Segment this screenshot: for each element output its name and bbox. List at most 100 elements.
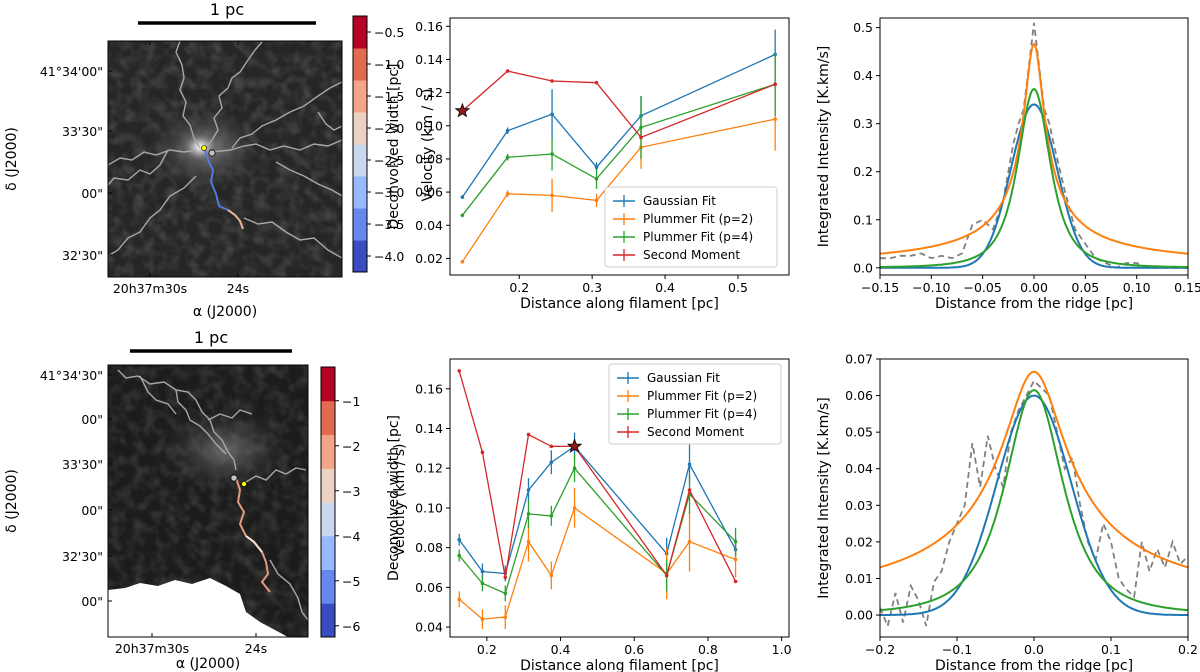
colorbar-segment [321,434,335,469]
y-tick-label: 0.04 [845,461,873,476]
legend-label: Gaussian Fit [647,371,720,385]
colorbar-segment [321,603,335,638]
fit-curve [880,394,1188,616]
map-xlabel: α (J2000) [193,304,257,320]
x-tick-label: 0.0 [1024,642,1044,657]
map-frame [107,40,343,278]
map-ylabel: δ (J2000) [4,127,20,191]
data-point [639,125,643,130]
data-point [549,460,554,465]
colorbar-segment [353,240,367,273]
x-axis-label: Distance along filament [pc] [520,658,719,672]
grey-marker [230,474,238,482]
ra-tick: 24s [227,281,249,296]
series-line [461,70,776,139]
dec-tick: 00" [81,186,103,201]
x-tick-label: 0.15 [1174,280,1200,295]
colorbar-segment [321,502,335,537]
yellow-marker [241,481,247,487]
dec-tick: 41°34'30" [40,368,103,383]
filament-skeleton [108,41,342,259]
plot-area [454,29,777,264]
data-point [733,557,738,562]
legend-label: Plummer Fit (p=4) [643,230,753,244]
data-point [572,466,577,471]
data-point [505,69,510,73]
y-tick-label: 0.01 [845,571,873,586]
data-point [594,165,599,170]
legend-label: Gaussian Fit [643,194,716,208]
series-line [458,506,736,620]
x-tick-label: 0.10 [1123,280,1151,295]
y-axis-label: Deconvolved width [pc] [386,63,402,229]
data-point [526,512,531,516]
plot-frame [449,17,790,276]
colorbar-tick-label: −3.0 [374,185,404,200]
y-tick-label: 0.10 [415,500,443,515]
y-tick-label: 0.12 [415,85,443,100]
data-point [549,573,554,578]
colorbar-frame [352,15,368,273]
map-xlabel: α (J2000) [176,656,240,672]
data-point [480,569,485,574]
x-tick-label: 0.6 [624,642,644,657]
data-point [457,553,462,558]
x-tick-label: 0.4 [551,642,571,657]
colorbar-tick-label: −5 [342,574,360,589]
data-point [549,444,554,449]
colorbar-segment [321,400,335,435]
data-point [733,539,738,544]
x-tick-label: 0.3 [582,280,602,295]
y-tick-label: 0.4 [853,68,873,83]
x-tick-label: 1.0 [772,642,792,657]
x-tick-label: 0.8 [698,642,718,657]
y-tick-label: 0.06 [415,185,443,200]
data-point [594,198,599,203]
data-point [526,432,531,437]
colorbar-segment [353,48,367,81]
series-line [461,83,776,216]
colorbar-tick-label: −1.0 [374,57,404,72]
map-frame [107,364,309,638]
y-tick-label: 0.07 [845,352,873,367]
ra-tick: 20h37m30s [115,641,189,656]
data-point [526,488,531,492]
map-diffuse-emission [155,405,295,495]
scale-bar-label: 1 pc [194,328,228,347]
filament-skeleton [117,369,308,621]
y-tick-label: 0.0 [853,260,873,275]
colorbar-tick-label: −3 [342,484,360,499]
colorbar-tick-label: −2 [342,439,360,454]
dec-tick: 00" [81,412,103,427]
y-tick-label: 0.06 [415,580,443,595]
scale-bar-label: 1 pc [210,0,244,19]
colorbar-tick-label: −2.0 [374,121,404,136]
y-tick-label: 0.14 [415,52,443,67]
colorbar-tick-label: −1.5 [374,89,404,104]
data-point [526,539,531,544]
x-tick-label: −0.15 [861,280,899,295]
data-point [773,117,777,121]
data-point [550,193,554,198]
y-tick-label: 0.16 [415,381,443,396]
colorbar-segment [321,569,335,604]
colorbar-segment [353,208,367,241]
velocity-map-bottom: 1 pc 41°34'30" [4,328,408,672]
fit-curve [880,103,1188,269]
colorbar-label: Velocity (km / s) [420,89,436,202]
colorbar-tick-label: −4.0 [374,249,404,264]
data-point [480,450,485,455]
data-point [457,597,462,602]
y-tick-label: 0.16 [415,19,443,34]
dec-tick: 33'30" [62,457,103,472]
yellow-marker [201,145,207,151]
y-axis-label: Integrated Intensity [K.km/s] [816,46,832,247]
data-point [572,506,577,510]
x-tick-label: 0.2 [477,642,497,657]
x-tick-label: 0.2 [509,280,529,295]
data-point [639,135,643,140]
data-point [594,80,599,85]
x-axis-label: Distance from the ridge [pc] [935,658,1133,672]
colorbar-segment [321,535,335,570]
data-point [687,539,692,544]
